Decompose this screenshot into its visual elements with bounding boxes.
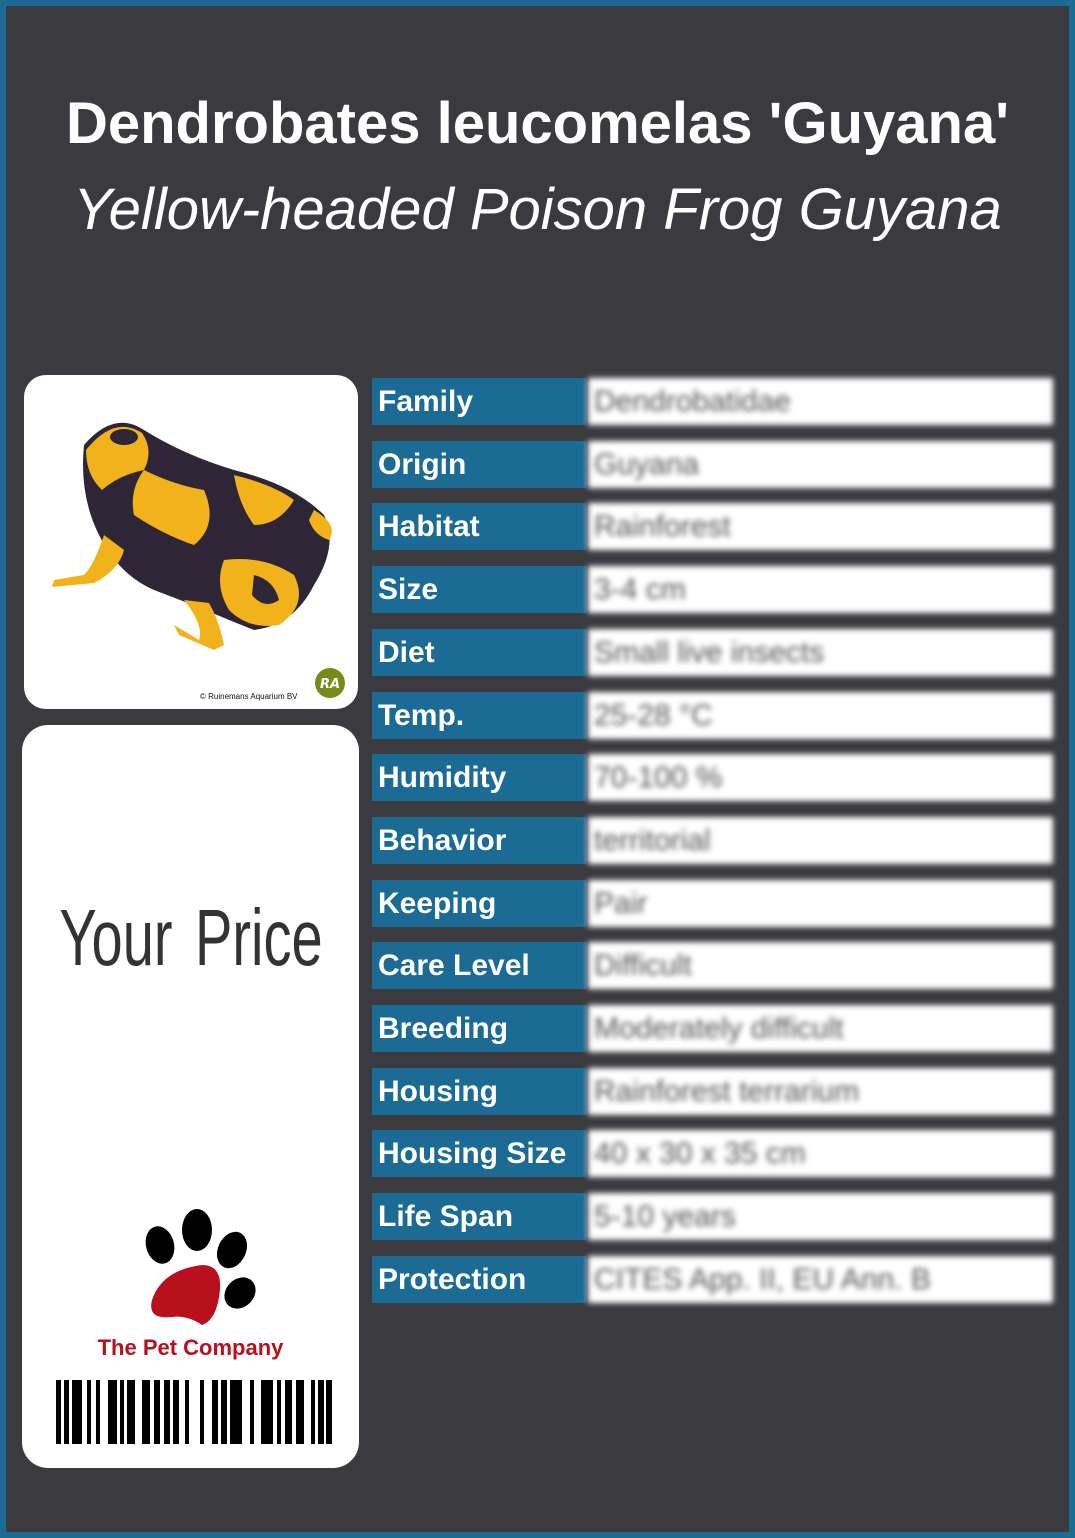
info-label: Family bbox=[372, 378, 586, 425]
info-value: Moderately difficult bbox=[588, 1005, 1053, 1052]
price-card: Your Price The Pet Company bbox=[22, 725, 359, 1468]
info-value: 5-10 years bbox=[588, 1193, 1053, 1241]
info-value: Guyana bbox=[588, 440, 1053, 488]
info-label: Care Level bbox=[372, 942, 586, 990]
barcode-bar bbox=[326, 1380, 332, 1444]
barcode-bar bbox=[296, 1380, 304, 1444]
info-row: Behavior territorial bbox=[372, 816, 1053, 864]
info-value: Rainforest bbox=[588, 503, 1053, 551]
barcode-bar bbox=[72, 1380, 82, 1444]
barcode-bar bbox=[311, 1380, 315, 1444]
info-row: Size 3-4 cm bbox=[372, 566, 1053, 614]
info-value: Difficult bbox=[588, 942, 1053, 990]
barcode-bar bbox=[221, 1380, 227, 1444]
barcode-bar bbox=[96, 1380, 100, 1444]
barcode bbox=[56, 1380, 332, 1444]
info-row: Habitat Rainforest bbox=[372, 503, 1053, 551]
info-row: Diet Small live insects bbox=[372, 628, 1053, 676]
info-row: Origin Guyana bbox=[372, 440, 1053, 488]
barcode-bar bbox=[64, 1380, 69, 1444]
info-label: Housing bbox=[372, 1067, 586, 1115]
barcode-bar bbox=[108, 1380, 117, 1444]
info-label: Habitat bbox=[372, 503, 586, 551]
barcode-bar bbox=[87, 1380, 91, 1444]
barcode-bar bbox=[142, 1380, 150, 1444]
ruinemans-logo: RA bbox=[315, 668, 345, 698]
barcode-bar bbox=[185, 1380, 189, 1444]
info-row: Life Span 5-10 years bbox=[372, 1193, 1053, 1241]
info-label: Keeping bbox=[372, 879, 586, 927]
barcode-bar bbox=[285, 1380, 292, 1444]
info-row: Family Dendrobatidae bbox=[372, 378, 1053, 425]
info-value: territorial bbox=[588, 816, 1053, 864]
common-name: Yellow-headed Poison Frog Guyana bbox=[73, 177, 1002, 242]
photo-copyright: © Ruinemans Aquarium BV bbox=[200, 692, 298, 701]
paw-logo-icon bbox=[145, 1209, 256, 1325]
info-label: Temp. bbox=[372, 691, 586, 739]
info-label: Humidity bbox=[372, 754, 586, 802]
info-value: Dendrobatidae bbox=[588, 378, 1053, 425]
barcode-bar bbox=[212, 1380, 218, 1444]
info-label: Size bbox=[372, 566, 586, 614]
info-row: Housing Size 40 x 30 x 35 cm bbox=[372, 1130, 1053, 1178]
info-label: Protection bbox=[372, 1255, 586, 1303]
species-title: Dendrobates leucomelas 'Guyana' bbox=[65, 91, 1009, 156]
info-value: 25-28 °C bbox=[588, 691, 1053, 739]
info-row: Keeping Pair bbox=[372, 879, 1053, 927]
info-label: Housing Size bbox=[372, 1130, 586, 1178]
barcode-bar bbox=[318, 1380, 324, 1444]
ruinemans-logo-text: RA bbox=[320, 677, 340, 692]
barcode-bar bbox=[56, 1380, 61, 1444]
info-value: Rainforest terrarium bbox=[588, 1067, 1053, 1115]
frog-image bbox=[52, 422, 332, 650]
info-row: Housing Rainforest terrarium bbox=[372, 1067, 1053, 1115]
brand-name: The Pet Company bbox=[97, 1335, 284, 1360]
info-label: Diet bbox=[372, 628, 586, 676]
info-value: CITES App. II, EU Ann. B bbox=[588, 1255, 1053, 1303]
info-label: Origin bbox=[372, 440, 586, 488]
info-label: Behavior bbox=[372, 816, 586, 864]
barcode-bar bbox=[164, 1380, 170, 1444]
info-row: Protection CITES App. II, EU Ann. B bbox=[372, 1255, 1053, 1303]
info-value: 3-4 cm bbox=[588, 566, 1053, 614]
barcode-bar bbox=[127, 1380, 135, 1444]
info-value: Pair bbox=[588, 879, 1053, 927]
info-label: Life Span bbox=[372, 1193, 586, 1241]
info-row: Care Level Difficult bbox=[372, 942, 1053, 990]
barcode-bar bbox=[277, 1380, 281, 1444]
info-row: Breeding Moderately difficult bbox=[372, 1005, 1053, 1052]
product-card: Dendrobates leucomelas 'Guyana' Yellow-h… bbox=[6, 6, 1069, 1532]
barcode-bar bbox=[120, 1380, 124, 1444]
frog-photo: RA © Ruinemans Aquarium BV bbox=[24, 375, 358, 709]
barcode-bar bbox=[261, 1380, 273, 1444]
info-value: 70-100 % bbox=[588, 754, 1053, 802]
price-placeholder: Your Price bbox=[58, 893, 323, 982]
info-label: Breeding bbox=[372, 1005, 586, 1052]
info-row: Temp. 25-28 °C bbox=[372, 691, 1053, 739]
barcode-bar bbox=[200, 1380, 204, 1444]
info-value: Small live insects bbox=[588, 628, 1053, 676]
barcode-bar bbox=[173, 1380, 179, 1444]
info-value: 40 x 30 x 35 cm bbox=[588, 1130, 1053, 1178]
barcode-bar bbox=[154, 1380, 160, 1444]
barcode-bar bbox=[230, 1380, 242, 1444]
barcode-bar bbox=[250, 1380, 254, 1444]
info-row: Humidity 70-100 % bbox=[372, 754, 1053, 802]
